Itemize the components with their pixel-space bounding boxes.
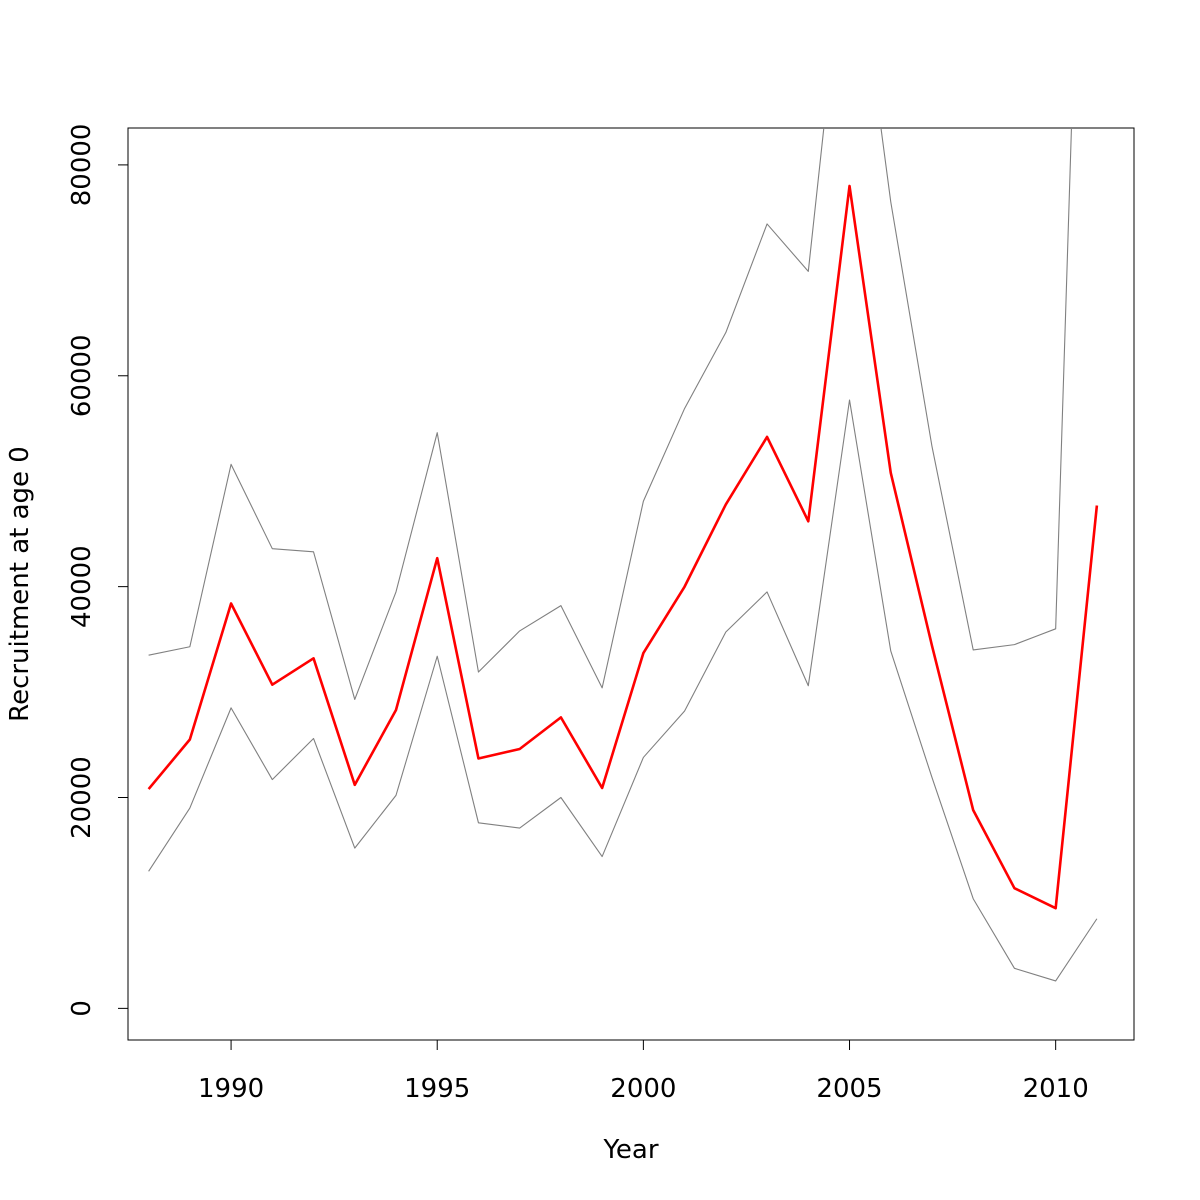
plot-frame <box>127 127 1135 1041</box>
y-axis: 0 20000 40000 60000 80000 <box>67 124 129 1017</box>
y-tick-label: 0 <box>67 1000 97 1017</box>
y-tick-label: 80000 <box>67 124 97 207</box>
series-layer <box>147 128 1099 982</box>
x-tick-label: 1995 <box>404 1074 470 1104</box>
x-axis: 1990 1995 2000 2005 2010 <box>198 1039 1089 1104</box>
x-tick-label: 2005 <box>816 1074 882 1104</box>
x-tick-label: 1990 <box>198 1074 264 1104</box>
x-tick-label: 2010 <box>1023 1074 1089 1104</box>
upper-line <box>148 128 1073 701</box>
y-tick-label: 20000 <box>67 756 97 839</box>
estimate-line <box>147 184 1099 910</box>
y-axis-label: Recruitment at age 0 <box>5 446 35 722</box>
y-tick-label: 60000 <box>67 334 97 417</box>
x-axis-label: Year <box>602 1135 658 1165</box>
lower-line <box>148 399 1098 982</box>
y-tick-label: 40000 <box>67 545 97 628</box>
x-tick-label: 2000 <box>610 1074 676 1104</box>
